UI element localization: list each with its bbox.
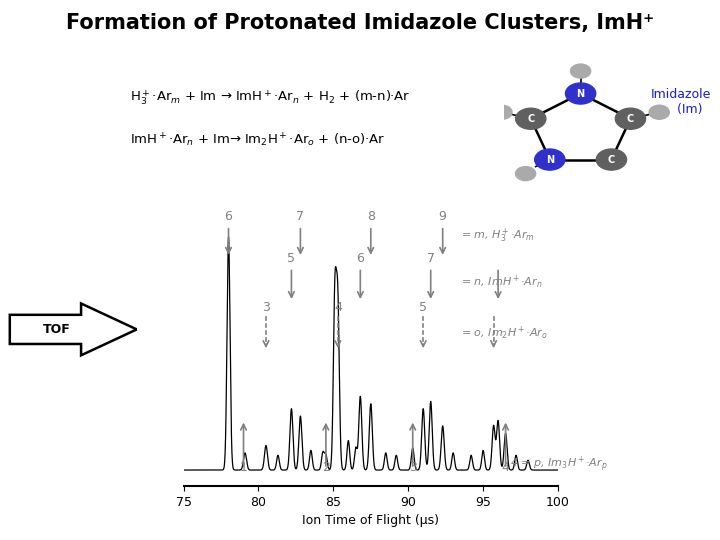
Text: = o, Im$_2$H$^+$·Ar$_o$: = o, Im$_2$H$^+$·Ar$_o$ [461,325,547,342]
Text: = m, H$_3^+$·Ar$_m$: = m, H$_3^+$·Ar$_m$ [461,226,534,245]
Circle shape [570,64,590,78]
Circle shape [516,166,536,180]
Circle shape [565,83,595,104]
Text: 6: 6 [356,252,364,265]
Text: 5: 5 [419,301,427,314]
Circle shape [535,149,565,170]
Text: = n, ImH$^+$·Ar$_n$: = n, ImH$^+$·Ar$_n$ [461,274,542,291]
Text: N: N [577,89,585,98]
Text: 1: 1 [240,461,248,474]
Text: 3: 3 [409,461,417,474]
Text: 9: 9 [438,211,446,224]
Text: TOF: TOF [42,323,71,336]
X-axis label: Ion Time of Flight (μs): Ion Time of Flight (μs) [302,514,439,527]
Circle shape [492,105,512,119]
Text: 3: 3 [262,301,270,314]
Polygon shape [10,303,137,355]
Text: Imidazole
    (Im): Imidazole (Im) [651,88,711,116]
Text: Formation of Protonated Imidazole Clusters, ImH⁺: Formation of Protonated Imidazole Cluste… [66,13,654,33]
Text: 7: 7 [427,252,435,265]
Text: 2: 2 [322,461,330,474]
Circle shape [649,105,670,119]
Text: 8: 8 [366,211,375,224]
Text: C: C [527,114,534,124]
Circle shape [516,108,546,129]
Text: ImH$^+$·Ar$_n$ + Im→ Im$_2$H$^+$·Ar$_o$ + (n-o)·Ar: ImH$^+$·Ar$_n$ + Im→ Im$_2$H$^+$·Ar$_o$ … [130,132,384,149]
Text: C: C [627,114,634,124]
Text: 4: 4 [334,301,342,314]
Text: N: N [546,154,554,165]
Circle shape [616,108,646,129]
Circle shape [596,149,626,170]
Text: C: C [608,154,615,165]
Text: 4: 4 [502,461,510,474]
Text: 6: 6 [225,211,233,224]
Text: 5: 5 [287,252,295,265]
Text: 7: 7 [297,211,305,224]
Text: 4 = p, Im$_3$H$^+$·Ar$_p$: 4 = p, Im$_3$H$^+$·Ar$_p$ [510,454,608,474]
Text: H$_3^+$·Ar$_m$ + Im → ImH$^+$·Ar$_n$ + H$_2$ + (m-n)·Ar: H$_3^+$·Ar$_m$ + Im → ImH$^+$·Ar$_n$ + H… [130,88,410,106]
